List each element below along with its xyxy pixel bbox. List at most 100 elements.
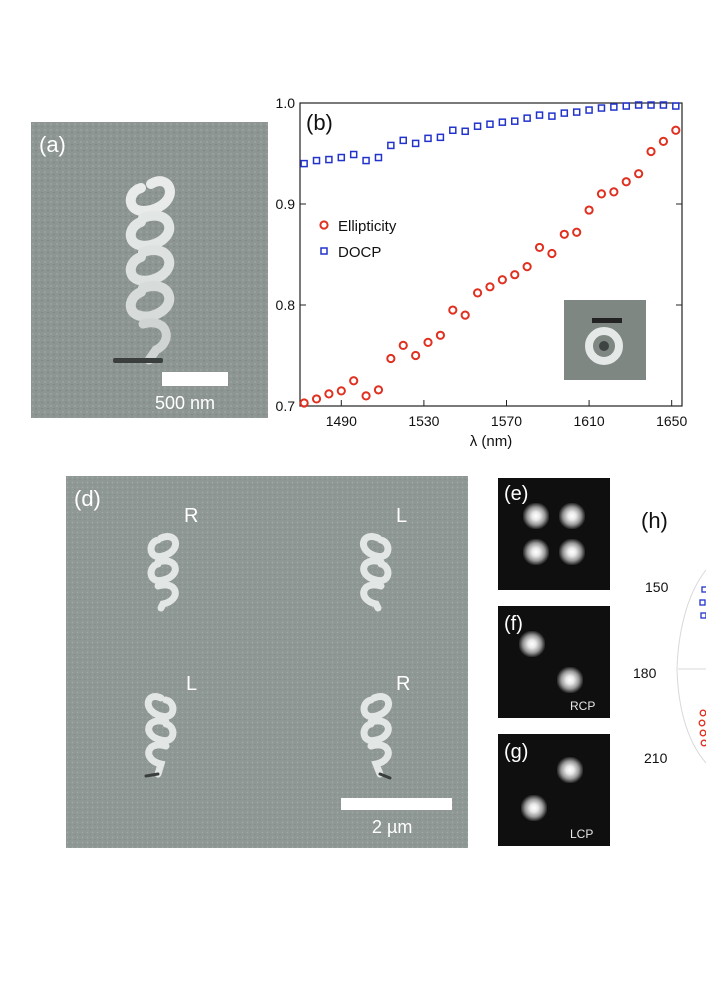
docp-point xyxy=(585,106,593,114)
polarization-tag-g: LCP xyxy=(570,827,594,841)
ellipticity-point xyxy=(373,385,384,395)
docp-point xyxy=(560,109,569,117)
x-tick-label: 1610 xyxy=(574,413,605,429)
focal-spot xyxy=(521,795,547,821)
docp-point xyxy=(672,102,680,110)
panel-label-d: (d) xyxy=(74,486,101,511)
docp-point xyxy=(548,112,556,120)
focal-spot xyxy=(557,667,583,693)
docp-point xyxy=(510,117,519,125)
spot-panel-e: (e) xyxy=(498,478,610,590)
docp-point xyxy=(374,153,383,162)
ellipticity-point xyxy=(559,229,569,239)
ellipticity-point xyxy=(534,242,545,253)
docp-point xyxy=(659,101,668,109)
ellipticity-point xyxy=(658,136,669,146)
legend-label: Ellipticity xyxy=(338,218,397,235)
docp-point xyxy=(523,114,531,122)
docp-point xyxy=(399,136,407,145)
x-tick-label: 1650 xyxy=(656,413,687,429)
ellipticity-point xyxy=(584,205,594,215)
spot-panel-f: (f) RCP xyxy=(498,606,610,718)
helix-label-bottom-left: L xyxy=(186,673,198,695)
plot-frame xyxy=(299,102,683,407)
ellipticity-point xyxy=(547,248,557,259)
docp-point xyxy=(449,126,457,135)
ellipticity-point xyxy=(460,310,470,320)
ellipticity-point xyxy=(621,177,631,187)
ellipticity-point xyxy=(411,350,421,361)
docp-point xyxy=(486,120,494,128)
panel-label-e: (e) xyxy=(504,483,529,505)
ellipticity-point xyxy=(448,305,458,315)
polar-angle-150: 150 xyxy=(645,579,669,595)
panel-label-f: (f) xyxy=(504,613,523,635)
scale-label-d: 2 µm xyxy=(372,817,413,837)
ellipticity-point xyxy=(311,394,322,404)
ellipticity-docp-chart: 1490 1530 1570 1610 1650 0.7 0.8 0.9 1.0 λ (nm) (b… xyxy=(276,95,688,450)
panel-label-g: (g) xyxy=(504,741,529,763)
helix-label-top-left: R xyxy=(184,505,199,527)
inset-ring xyxy=(585,327,623,365)
helix-array-drawing-d xyxy=(66,476,468,848)
ellipticity-point xyxy=(435,330,446,340)
helix-l-top xyxy=(360,533,392,612)
scale-label-a: 500 nm xyxy=(155,393,216,413)
focal-spot xyxy=(557,757,583,783)
legend-label: DOCP xyxy=(338,244,381,261)
docp-point xyxy=(647,101,655,109)
y-tick-label: 1.0 xyxy=(276,95,296,111)
docp-point xyxy=(300,159,308,168)
panel-label-h: (h) xyxy=(641,508,668,533)
legend-marker-docp xyxy=(320,247,328,255)
x-tick-label: 1530 xyxy=(408,413,439,429)
ellipticity-point xyxy=(349,376,359,386)
ellipticity-point xyxy=(485,282,495,292)
ellipticity-point xyxy=(522,262,532,272)
focal-spot xyxy=(523,503,549,529)
ellipticity-point xyxy=(336,386,346,396)
sem-image-d: (d) R L L R 2 µm xyxy=(66,476,468,848)
legend-marker-ellipticity xyxy=(319,220,329,230)
ellipticity-point xyxy=(572,227,582,237)
polarization-tag-f: RCP xyxy=(570,699,596,713)
polar-angle-210: 210 xyxy=(644,750,668,766)
docp-point xyxy=(498,118,507,126)
sem-image-a: (a) 500 nm xyxy=(31,122,268,418)
docp-point xyxy=(337,153,346,162)
helix-r-top xyxy=(147,533,179,612)
docp-point xyxy=(597,104,606,112)
ellipticity-point xyxy=(497,275,507,285)
ellipticity-point xyxy=(609,187,619,197)
panel-label-b: (b) xyxy=(306,110,333,135)
ellipticity-point xyxy=(361,391,371,401)
spot-panel-g: (g) LCP xyxy=(498,734,610,846)
docp-point xyxy=(610,103,618,111)
ellipticity-point xyxy=(324,389,334,399)
docp-point xyxy=(387,141,395,150)
focal-spot xyxy=(523,539,549,565)
helix-label-bottom-right: R xyxy=(396,673,411,695)
scale-bar-a xyxy=(162,372,228,386)
x-tick-label: 1570 xyxy=(491,413,522,429)
ellipticity-point xyxy=(671,125,681,135)
polar-plot-fragment xyxy=(676,569,706,764)
polar-angle-180: 180 xyxy=(633,665,657,681)
docp-point xyxy=(312,156,321,165)
ellipticity-point xyxy=(596,189,607,199)
docp-point xyxy=(362,156,370,165)
helix-drawing-a xyxy=(31,122,268,418)
y-tick-label: 0.9 xyxy=(276,196,296,212)
focal-spot xyxy=(519,631,545,657)
focal-spot xyxy=(559,503,585,529)
x-tick-label: 1490 xyxy=(326,413,357,429)
ellipticity-point xyxy=(386,353,396,364)
docp-point xyxy=(535,111,544,119)
helix-label-top-right: L xyxy=(396,505,408,527)
docp-point xyxy=(622,102,630,110)
y-tick-label: 0.7 xyxy=(276,398,296,414)
ellipticity-point xyxy=(472,288,483,298)
ellipticity-point xyxy=(646,146,656,157)
ellipticity-point xyxy=(398,340,408,350)
ellipticity-point xyxy=(634,169,644,179)
